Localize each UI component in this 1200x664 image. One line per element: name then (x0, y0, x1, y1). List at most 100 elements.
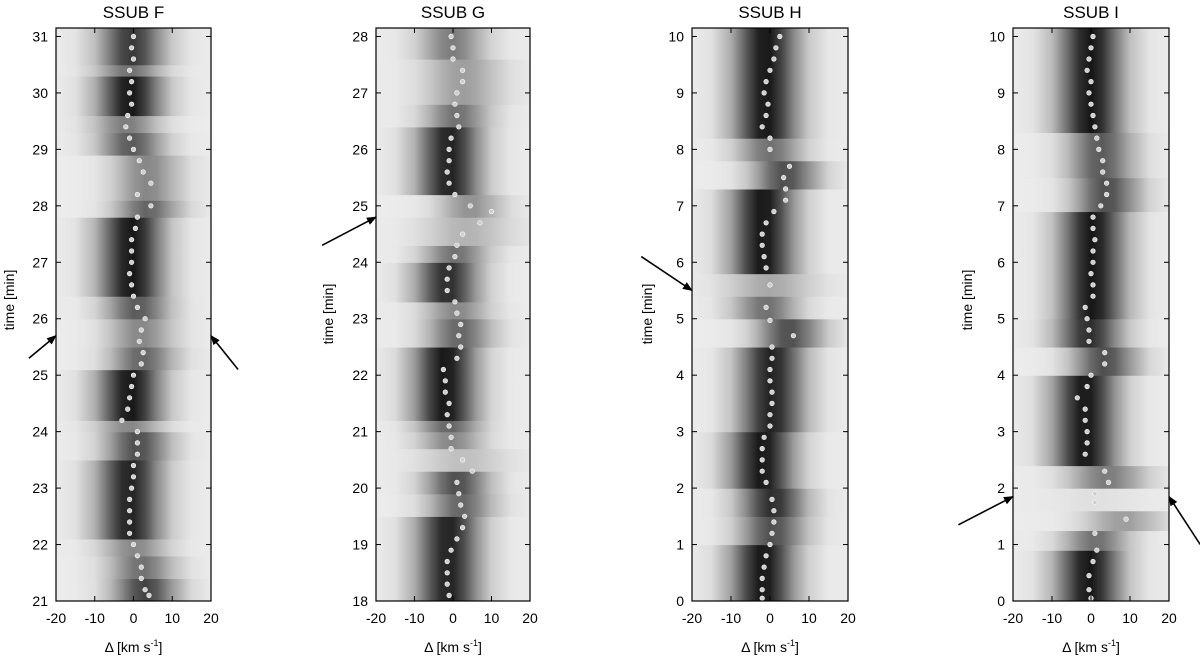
centroid-point (444, 412, 450, 418)
heatmap-band (56, 318, 211, 348)
centroid-point (769, 389, 775, 395)
centroid-point (1102, 361, 1108, 367)
centroid-point (138, 575, 144, 582)
centroid-point (452, 101, 458, 107)
centroid-point (444, 558, 450, 565)
centroid-point (454, 90, 460, 96)
centroid-point (119, 417, 125, 423)
centroid-point (771, 208, 777, 215)
centroid-point (130, 33, 137, 40)
heatmap-band (1013, 488, 1169, 512)
centroid-point (771, 56, 777, 62)
heatmap-band (56, 115, 211, 134)
centroid-point (127, 135, 133, 141)
centroid-point (444, 276, 450, 282)
centroid-point (763, 78, 769, 85)
centroid-point (1090, 33, 1096, 40)
centroid-point (769, 530, 775, 536)
annotation-arrow (958, 495, 1014, 526)
centroid-point (454, 479, 460, 486)
centroid-point (1074, 395, 1080, 401)
centroid-point (1090, 558, 1096, 565)
x-tick-label: -20 (46, 610, 66, 626)
centroid-point (1088, 78, 1094, 85)
centroid-point (134, 191, 140, 198)
heatmap-band (56, 420, 211, 433)
centroid-point (1096, 146, 1102, 152)
centroids (759, 33, 797, 601)
y-tick-label: 24 (352, 254, 368, 270)
centroid-point (454, 355, 460, 361)
centroids (1074, 33, 1129, 601)
centroid-point (134, 553, 140, 559)
heatmap-band (376, 431, 530, 450)
centroid-point (129, 237, 135, 243)
centroid-point (759, 124, 765, 130)
heatmap-band (1013, 375, 1169, 467)
centroid-point (448, 547, 454, 553)
heatmap-band (56, 64, 211, 77)
heatmap (692, 28, 848, 601)
y-tick-label: 9 (997, 85, 1005, 101)
centroid-point (1084, 429, 1090, 435)
centroid-point (769, 400, 775, 407)
centroid-point (456, 333, 462, 339)
centroid-point (1086, 572, 1092, 579)
centroid-point (129, 101, 135, 107)
centroid-point (777, 33, 783, 40)
centroid-point (1092, 530, 1098, 536)
heatmap (376, 28, 530, 601)
centroid-point (767, 412, 773, 418)
centroid-point (1086, 587, 1092, 593)
x-tick-label: 10 (164, 610, 180, 626)
centroid-point (782, 197, 789, 203)
y-tick-label: 28 (352, 28, 368, 44)
x-tick-label: -20 (366, 610, 386, 626)
heatmap-band (1013, 346, 1169, 376)
centroid-point (452, 299, 458, 305)
centroid-point (142, 587, 148, 593)
centroid-point (467, 203, 473, 209)
y-tick-label: 2 (997, 480, 1005, 496)
y-tick-label: 25 (352, 198, 368, 214)
centroid-point (1086, 56, 1092, 62)
y-tick-label: 10 (668, 28, 684, 44)
y-tick-label: 6 (676, 254, 684, 270)
y-tick-label: 5 (676, 311, 684, 327)
panel-title: SSUB G (421, 3, 485, 22)
centroid-point (146, 592, 152, 599)
centroid-point (763, 553, 769, 559)
y-tick-label: 6 (997, 254, 1005, 270)
centroid-point (148, 180, 154, 186)
x-tick-label: 10 (801, 610, 817, 626)
centroid-point (446, 592, 452, 599)
centroid-point (130, 56, 137, 62)
centroid-point (767, 541, 773, 548)
y-tick-label: 19 (352, 537, 368, 553)
x-tick-label: 20 (203, 610, 219, 626)
y-tick-label: 5 (997, 311, 1005, 327)
heatmap-band (376, 301, 530, 320)
centroid-point (442, 378, 448, 384)
y-tick-label: 27 (32, 254, 48, 270)
centroid-point (138, 327, 144, 333)
centroid-point (1092, 491, 1098, 497)
centroid-point (450, 56, 456, 62)
heatmap-band (692, 544, 848, 601)
arrows (28, 334, 239, 371)
centroid-point (769, 355, 775, 361)
centroid-point (134, 429, 140, 435)
arrows (640, 255, 693, 292)
x-tick-label: 0 (766, 610, 774, 626)
centroid-point (134, 214, 140, 220)
panel-ssub-f: SSUB F -20 -10 0 10 20 21 22 23 24 25 26 27 28 29 30 3… (1, 3, 239, 655)
centroid-point (129, 485, 135, 491)
x-tick-label: 0 (449, 610, 457, 626)
centroid-point (127, 271, 133, 277)
centroid-point (127, 519, 133, 525)
y-axis-label: time [min] (959, 270, 975, 331)
centroid-point (134, 304, 140, 311)
heatmap-band (1013, 510, 1169, 532)
centroid-point (460, 524, 466, 531)
y-tick-label: 4 (997, 367, 1005, 383)
